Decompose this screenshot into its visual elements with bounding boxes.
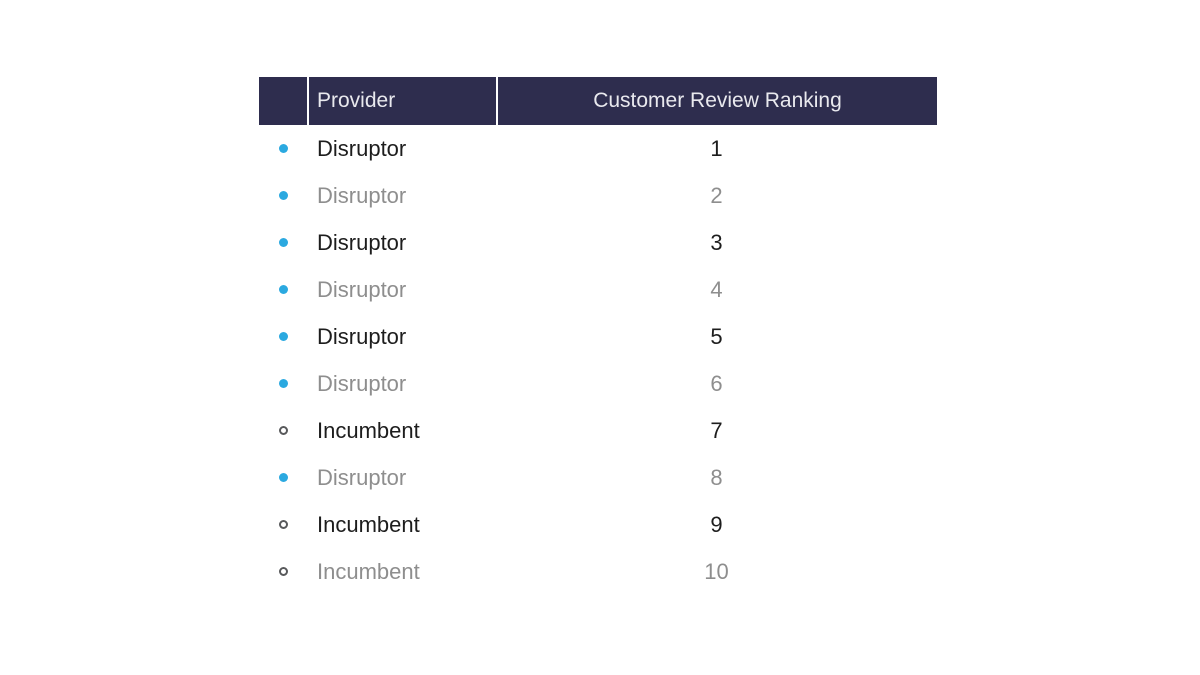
ranking-cell: 6 [710, 370, 723, 396]
incumbent-circle-icon [278, 520, 288, 529]
provider-cell: Disruptor [317, 229, 407, 255]
marker-cell [259, 520, 307, 529]
table-header-row: Provider Customer Review Ranking [259, 77, 937, 125]
table-row: Disruptor 1 [259, 125, 937, 172]
provider-cell: Incumbent [317, 558, 420, 584]
ranking-cell: 3 [710, 229, 723, 255]
table-row: Disruptor 3 [259, 219, 937, 266]
disruptor-dot-icon [278, 379, 288, 388]
table-row: Incumbent 7 [259, 407, 937, 454]
provider-cell: Disruptor [317, 135, 407, 161]
marker-cell [259, 567, 307, 576]
ranking-cell: 1 [710, 135, 723, 161]
provider-cell: Disruptor [317, 323, 407, 349]
provider-cell: Disruptor [317, 464, 407, 490]
table-row: Incumbent 10 [259, 548, 937, 595]
ranking-cell: 4 [710, 276, 723, 302]
marker-cell [259, 238, 307, 247]
marker-cell [259, 191, 307, 200]
ranking-cell: 7 [710, 417, 723, 443]
marker-column-header [259, 77, 307, 125]
table-row: Incumbent 9 [259, 501, 937, 548]
provider-cell: Incumbent [317, 417, 420, 443]
marker-cell [259, 332, 307, 341]
disruptor-dot-icon [278, 238, 288, 247]
customer-review-ranking-table: Provider Customer Review Ranking Disrupt… [259, 77, 937, 595]
table-row: Disruptor 6 [259, 360, 937, 407]
disruptor-dot-icon [278, 191, 288, 200]
table-row: Disruptor 8 [259, 454, 937, 501]
marker-cell [259, 426, 307, 435]
provider-cell: Disruptor [317, 370, 407, 396]
marker-cell [259, 144, 307, 153]
provider-cell: Disruptor [317, 276, 407, 302]
ranking-cell: 10 [704, 558, 729, 584]
provider-cell: Disruptor [317, 182, 407, 208]
incumbent-circle-icon [278, 567, 288, 576]
disruptor-dot-icon [278, 332, 288, 341]
table-row: Disruptor 2 [259, 172, 937, 219]
disruptor-dot-icon [278, 285, 288, 294]
marker-cell [259, 473, 307, 482]
ranking-cell: 8 [710, 464, 723, 490]
marker-cell [259, 379, 307, 388]
disruptor-dot-icon [278, 473, 288, 482]
table-row: Disruptor 5 [259, 313, 937, 360]
table-row: Disruptor 4 [259, 266, 937, 313]
ranking-cell: 9 [710, 511, 723, 537]
marker-cell [259, 285, 307, 294]
table-body: Disruptor 1 Disruptor 2 Disruptor 3 Disr… [259, 125, 937, 595]
disruptor-dot-icon [278, 144, 288, 153]
provider-cell: Incumbent [317, 511, 420, 537]
ranking-cell: 5 [710, 323, 723, 349]
ranking-cell: 2 [710, 182, 723, 208]
incumbent-circle-icon [278, 426, 288, 435]
ranking-column-header: Customer Review Ranking [496, 77, 937, 125]
provider-column-header: Provider [307, 77, 496, 125]
